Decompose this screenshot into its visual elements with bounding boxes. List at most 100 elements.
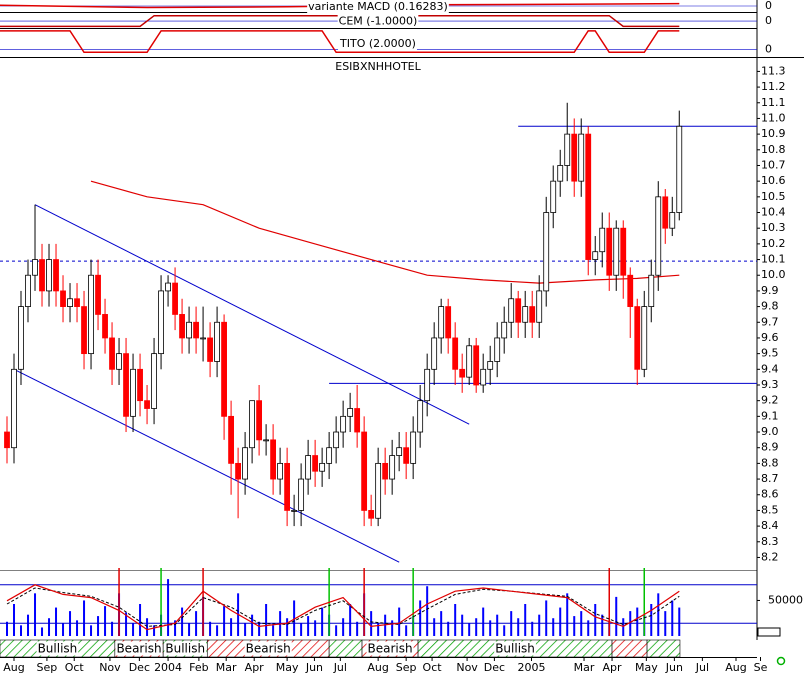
x-tick-label: Jun [305,661,323,674]
volume-bar [27,614,30,636]
volume-bar [566,593,569,636]
volume-bar [524,604,527,636]
candle-body [312,455,319,472]
y-tick-label: 10.5 [761,190,786,203]
volume-bar [174,620,177,636]
candle-body [95,274,101,315]
candle-body [648,274,655,307]
candle-body [158,290,164,355]
volume-bar [356,621,359,636]
candle-body [550,180,557,213]
x-tick-label: Aug [3,661,24,674]
volume-bar [251,614,254,636]
candle-body [109,337,115,370]
y-tick-label: 50000 [768,593,803,606]
x-tick-label: Jun [665,661,683,674]
volume-bar [594,604,597,636]
volume-bar [209,621,212,636]
y-tick-label: 9.6 [761,331,779,344]
candle-body [396,447,403,456]
band-label-bg [494,641,536,656]
volume-bar [265,604,268,636]
candle-body [662,196,669,229]
candle-body [557,165,564,182]
y-tick-label: 8.8 [761,456,779,469]
candle-body [361,431,368,511]
volume-bar [125,612,128,636]
candle-body [88,274,94,355]
candle-body [473,345,480,386]
band-label: Bearish [368,642,413,656]
y-tick-label: 8.9 [761,441,779,454]
candle-body [585,133,592,260]
volume-bar [678,607,681,636]
y-tick-label: 10.8 [761,143,786,156]
volume-bar [223,606,226,636]
candle-body [11,368,17,449]
candle-body [627,274,634,307]
title-bg [307,0,449,13]
candle-body [452,337,459,370]
y-tick-label: 9.7 [761,315,779,328]
volume-bar [314,620,317,636]
x-tick-label: Oct [65,661,85,674]
x-tick-label: 2004 [154,661,182,674]
candle-body [214,321,220,362]
y-tick-label: 8.4 [761,519,779,532]
volume-bar [258,621,261,636]
candle-body [480,368,487,386]
volume-bar [132,623,135,636]
volume-bar [545,600,548,636]
y-tick-label: 11.0 [761,111,786,124]
volume-bar [20,625,23,636]
volume-bar [587,620,590,636]
volume-bar [496,614,499,636]
y-tick-label: 10.4 [761,206,786,219]
volume-bar [307,616,310,636]
y-tick-label: 10.0 [761,268,786,281]
candle-body [403,447,410,464]
volume-bar [489,620,492,636]
trend-band [328,639,363,658]
candle-body [67,298,73,307]
x-tick-label: Aug [367,661,388,674]
volume-bar [468,623,471,636]
candle-body [277,462,284,480]
candle-body [193,321,199,339]
volume-bar [139,604,142,636]
band-label: Bullish [38,642,78,656]
volume-bar [671,600,674,636]
x-tick-label: Feb [189,661,208,674]
candle-body [137,368,143,402]
candle-body [599,227,606,253]
candle-body [466,345,473,378]
volume-bar [104,606,107,636]
candle-body [368,510,375,519]
candle-body [284,462,291,511]
candle-body [676,125,683,213]
candle-body [228,415,234,464]
volume-bar [181,607,184,636]
x-tick-label: Dec [129,661,150,674]
y-tick-label: 11.1 [761,96,786,109]
x-tick-label: Mar [216,661,237,674]
volume-bar [650,604,653,636]
x-tick-label: Dec [484,661,505,674]
candle-body [501,321,508,339]
reference-line [13,368,400,563]
candle-body [389,455,396,480]
candle-body [46,259,52,292]
band-label: Bullish [165,642,205,656]
candle-body [179,314,185,339]
candle-body [53,259,59,292]
band-label-bg [366,641,414,656]
volume-bar [622,618,625,636]
trend-band [646,639,681,658]
x-tick-label: Nov [99,661,121,674]
volume-bar [321,607,324,636]
volume-bar [559,607,562,636]
volume-bar [601,614,604,636]
y-tick-label: 10.3 [761,221,786,234]
